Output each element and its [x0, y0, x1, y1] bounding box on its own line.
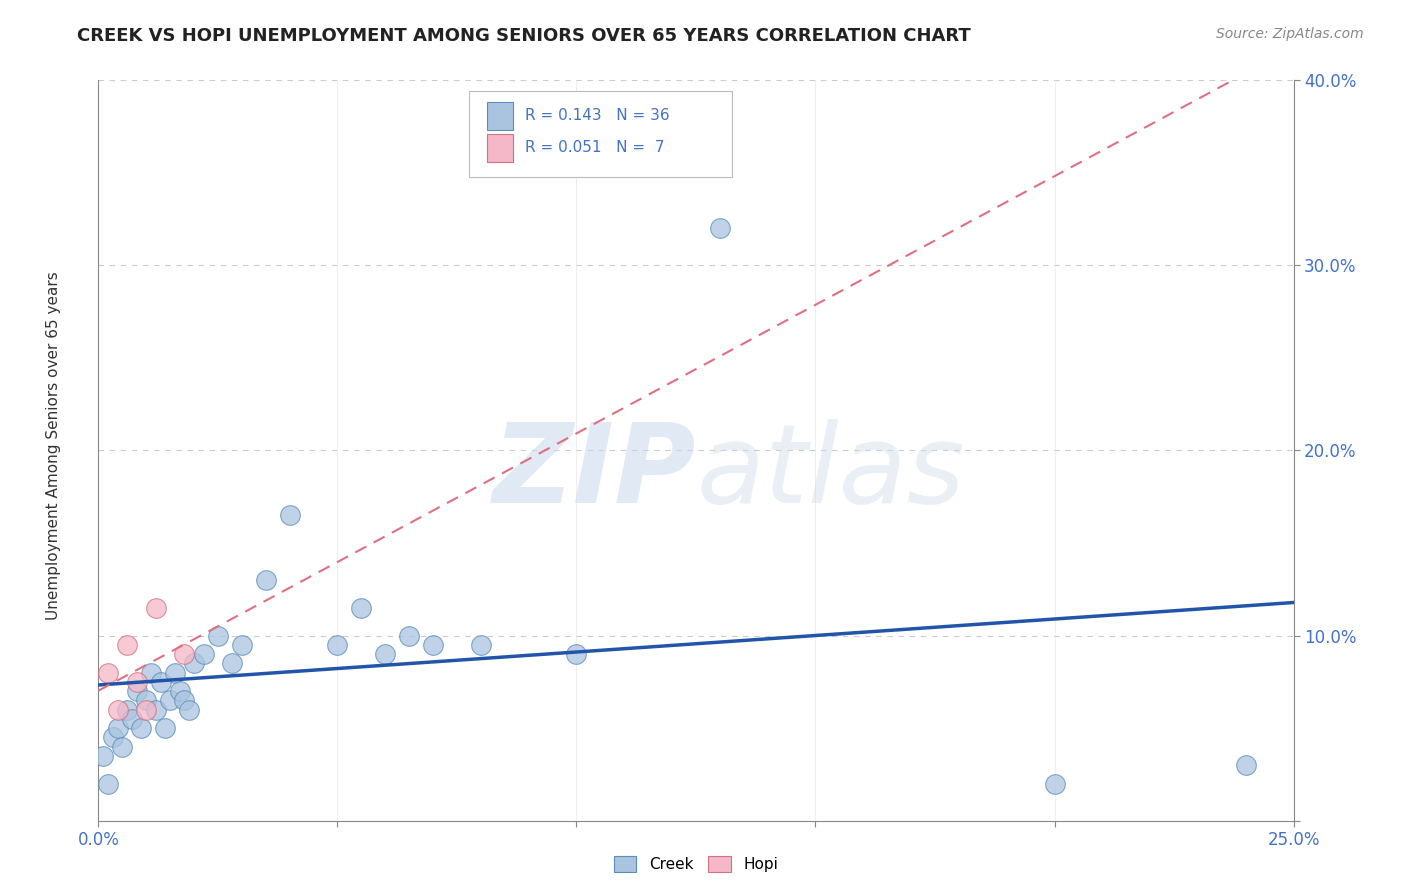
Point — [121, 712, 143, 726]
Point — [107, 721, 129, 735]
Point — [115, 703, 138, 717]
Point — [97, 776, 120, 791]
Point — [231, 638, 253, 652]
Point — [169, 684, 191, 698]
Point — [159, 693, 181, 707]
Point — [115, 638, 138, 652]
Point — [145, 600, 167, 615]
Point — [1043, 776, 1066, 791]
Point — [350, 600, 373, 615]
Point — [125, 674, 148, 689]
Text: CREEK VS HOPI UNEMPLOYMENT AMONG SENIORS OVER 65 YEARS CORRELATION CHART: CREEK VS HOPI UNEMPLOYMENT AMONG SENIORS… — [77, 27, 972, 45]
Text: Source: ZipAtlas.com: Source: ZipAtlas.com — [1216, 27, 1364, 41]
Point — [179, 703, 201, 717]
Text: R = 0.143   N = 36: R = 0.143 N = 36 — [524, 108, 669, 123]
Point — [149, 674, 172, 689]
Point — [254, 573, 277, 587]
Point — [173, 693, 195, 707]
FancyBboxPatch shape — [486, 102, 513, 130]
Point — [145, 703, 167, 717]
Point — [131, 721, 153, 735]
FancyBboxPatch shape — [486, 134, 513, 161]
Text: R = 0.051   N =  7: R = 0.051 N = 7 — [524, 140, 665, 155]
Point — [183, 657, 205, 671]
Point — [135, 703, 157, 717]
Point — [173, 647, 195, 661]
Point — [278, 508, 301, 523]
Text: atlas: atlas — [696, 419, 965, 526]
Point — [139, 665, 162, 680]
Point — [155, 721, 177, 735]
Legend: Creek, Hopi: Creek, Hopi — [606, 848, 786, 880]
Point — [326, 638, 349, 652]
Point — [221, 657, 243, 671]
Point — [398, 628, 420, 642]
FancyBboxPatch shape — [470, 91, 733, 177]
Point — [193, 647, 215, 661]
Point — [374, 647, 396, 661]
Point — [135, 693, 157, 707]
Point — [709, 221, 731, 235]
Text: Unemployment Among Seniors over 65 years: Unemployment Among Seniors over 65 years — [46, 272, 60, 620]
Point — [101, 731, 124, 745]
Point — [163, 665, 186, 680]
Text: ZIP: ZIP — [492, 419, 696, 526]
Point — [470, 638, 492, 652]
Point — [125, 684, 148, 698]
Point — [565, 647, 588, 661]
Point — [207, 628, 229, 642]
Point — [1234, 758, 1257, 772]
Point — [97, 665, 120, 680]
Point — [107, 703, 129, 717]
Point — [422, 638, 444, 652]
Point — [111, 739, 134, 754]
Point — [91, 748, 114, 763]
